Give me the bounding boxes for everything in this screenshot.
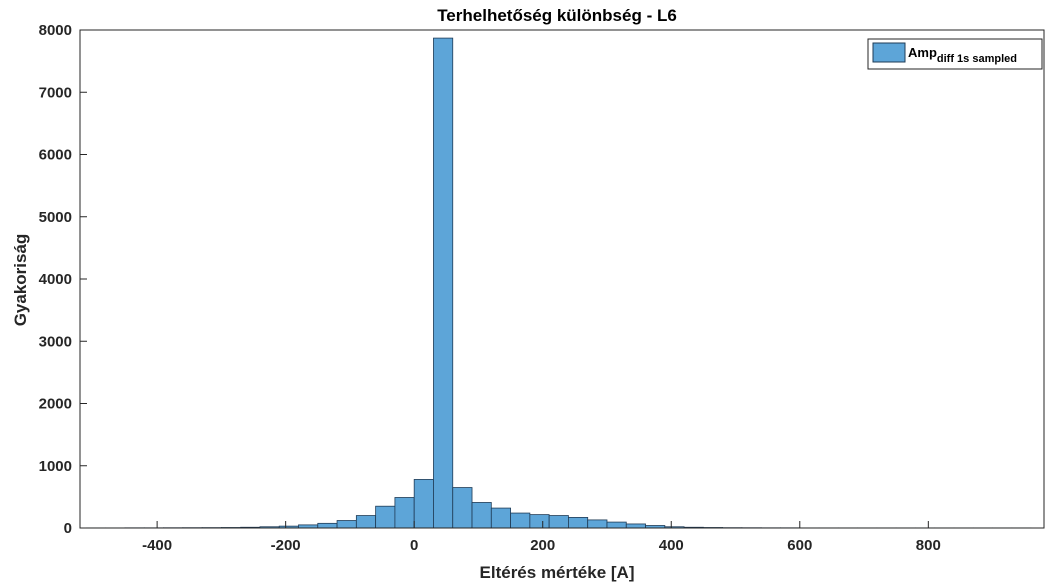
histogram-bar: [548, 515, 569, 529]
y-tick-label: 0: [64, 520, 72, 537]
x-tick-label: -400: [142, 537, 172, 554]
x-tick-label: 800: [916, 537, 941, 554]
x-tick-label: 200: [530, 537, 555, 554]
histogram-bar: [336, 520, 357, 529]
histogram-bar: [433, 37, 454, 529]
legend: Ampdiff 1s sampled: [867, 38, 1043, 70]
plot-area-frame: [79, 29, 1045, 529]
bars-layer: [86, 37, 1032, 529]
histogram-bar: [606, 521, 627, 529]
legend-label-base: Amp: [908, 45, 937, 60]
histogram-bar: [625, 523, 646, 529]
histogram-bar: [510, 512, 531, 529]
y-tick-label: 5000: [39, 209, 72, 226]
histogram-bar: [317, 522, 338, 529]
y-tick-label: 4000: [39, 271, 72, 288]
y-tick-label: 8000: [39, 22, 72, 39]
histogram-bar: [471, 502, 492, 529]
y-axis-ticks: 0 1000 2000 3000 4000 5000 6000 7000 8000: [39, 22, 87, 537]
histogram-bar: [375, 505, 396, 529]
histogram-bar: [355, 515, 377, 529]
legend-swatch: [872, 42, 906, 63]
legend-label-subscript: diff 1s sampled: [937, 53, 1017, 65]
x-tick-label: 400: [659, 537, 684, 554]
histogram-bar: [394, 497, 415, 529]
y-tick-label: 3000: [39, 333, 72, 350]
x-tick-label: 600: [787, 537, 812, 554]
x-axis-label: Eltérés mértéke [A]: [480, 563, 635, 582]
histogram-bar: [452, 487, 473, 529]
y-tick-label: 2000: [39, 396, 72, 413]
x-axis-ticks: -400 -200 0 200 400 600 800: [142, 521, 941, 554]
y-tick-label: 6000: [39, 147, 72, 164]
chart-title: Terhelhetőség különbség - L6: [437, 6, 677, 25]
histogram-bar: [490, 507, 511, 529]
legend-label: Ampdiff 1s sampled: [908, 45, 1017, 65]
histogram-bar: [587, 519, 608, 529]
y-axis-label: Gyakoriság: [11, 234, 30, 327]
y-tick-label: 1000: [39, 458, 72, 475]
histogram-bar: [529, 514, 550, 529]
histogram-bar: [413, 479, 434, 529]
x-tick-label: 0: [410, 537, 418, 554]
histogram-bar: [568, 517, 589, 529]
x-tick-label: -200: [271, 537, 301, 554]
y-tick-label: 7000: [39, 84, 72, 101]
